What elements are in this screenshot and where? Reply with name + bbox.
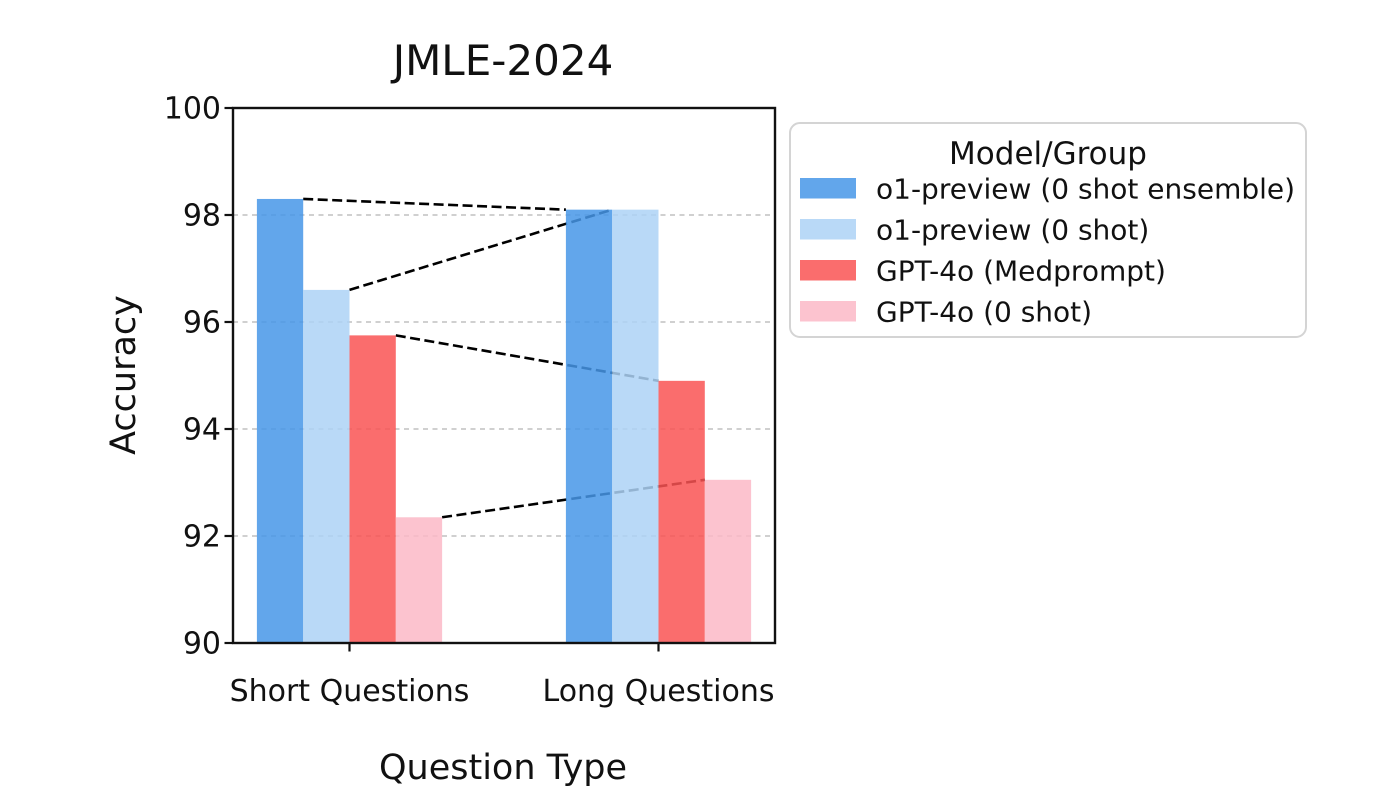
y-tick-label-90: 90	[183, 627, 221, 662]
legend-swatch-o1-preview-0-shot	[800, 219, 856, 240]
legend-rows: o1-preview (0 shot ensemble) o1-preview (…	[800, 172, 1295, 328]
bar-gpt-4o-medprompt-short-questions	[349, 335, 396, 643]
y-axis-label: Accuracy	[104, 295, 144, 455]
legend-label-gpt-4o-0-shot: GPT-4o (0 shot)	[876, 295, 1092, 328]
plot-area	[233, 197, 775, 643]
legend-label-o1-preview-0-shot: o1-preview (0 shot)	[876, 213, 1149, 246]
legend-swatch-gpt-4o-0-shot	[800, 301, 856, 322]
legend-title: Model/Group	[949, 136, 1147, 172]
y-tick-label-92: 92	[183, 520, 221, 555]
x-tick-label-long-questions: Long Questions	[543, 674, 775, 709]
axes-ticks: 90 92 94 96 98 100 Short Questions Long Questio…	[164, 92, 775, 710]
legend-swatch-o1-preview-0-shot-ensemble	[800, 178, 856, 199]
legend-label-o1-preview-0-shot-ensemble: o1-preview (0 shot ensemble)	[876, 172, 1295, 205]
x-axis-label: Question Type	[379, 748, 627, 788]
connector-line-o1-preview-0-shot-ensemble	[303, 197, 566, 211]
legend-swatch-gpt-4o-medprompt	[800, 260, 856, 281]
y-tick-label-94: 94	[183, 413, 221, 448]
connector-line-o1-preview-0-shot	[349, 208, 613, 292]
bar-gpt-4o-0-shot-short-questions	[395, 517, 443, 643]
x-tick-label-short-questions: Short Questions	[230, 674, 470, 709]
plot-frame	[231, 106, 777, 645]
legend: Model/Group o1-preview (0 shot ensemble)…	[789, 122, 1307, 338]
y-tick-label-100: 100	[164, 92, 221, 127]
legend-box	[789, 122, 1307, 338]
bar-o1-preview-0-shot-short-questions	[303, 289, 350, 643]
bar-o1-preview-0-shot-ensemble-short-questions	[256, 198, 304, 643]
y-tick-label-98: 98	[183, 199, 221, 234]
bar-gpt-4o-medprompt-long-questions	[658, 380, 705, 643]
bar-o1-preview-0-shot-ensemble-long-questions	[565, 209, 613, 643]
legend-label-gpt-4o-medprompt: GPT-4o (Medprompt)	[876, 254, 1166, 287]
chart-title: JMLE-2024	[390, 36, 614, 85]
bar-o1-preview-0-shot-long-questions	[612, 209, 659, 643]
y-tick-label-96: 96	[183, 306, 221, 341]
bar-gpt-4o-0-shot-long-questions	[704, 479, 752, 643]
